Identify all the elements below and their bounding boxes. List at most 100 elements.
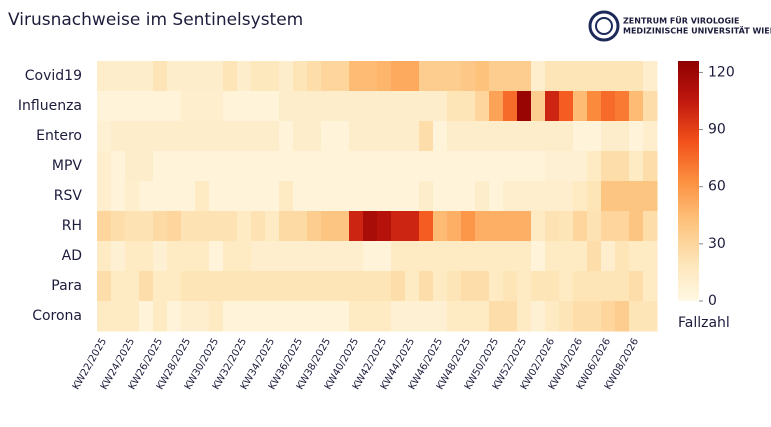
heatmap-cell xyxy=(629,91,644,122)
heatmap-cell xyxy=(321,151,336,182)
y-tick-label: Para xyxy=(51,278,82,294)
heatmap-cell xyxy=(335,181,350,212)
heatmap-cell xyxy=(97,61,112,92)
heatmap-cell xyxy=(629,241,644,272)
heatmap-cell xyxy=(293,211,308,242)
heatmap-cell xyxy=(531,211,546,242)
heatmap-cell xyxy=(489,271,504,302)
heatmap-cell xyxy=(573,211,588,242)
heatmap-cell xyxy=(503,181,518,212)
heatmap-cell xyxy=(279,301,294,332)
heatmap-cell xyxy=(307,151,322,182)
heatmap-cell xyxy=(433,121,448,152)
heatmap-cell xyxy=(307,91,322,122)
heatmap-cell xyxy=(111,181,126,212)
heatmap-cell xyxy=(447,121,462,152)
heatmap-cell xyxy=(139,301,154,332)
heatmap-cell xyxy=(153,151,168,182)
heatmap-cell xyxy=(181,271,196,302)
heatmap-cell xyxy=(265,91,280,122)
heatmap-cell xyxy=(391,241,406,272)
heatmap-cell xyxy=(111,241,126,272)
heatmap-cell xyxy=(615,121,630,152)
heatmap-cell xyxy=(153,61,168,92)
heatmap-cell xyxy=(517,271,532,302)
heatmap-cell xyxy=(559,121,574,152)
heatmap-cell xyxy=(559,61,574,92)
heatmap-cell xyxy=(251,301,266,332)
heatmap-cell xyxy=(153,181,168,212)
heatmap-cell xyxy=(419,241,434,272)
heatmap-cell xyxy=(475,91,490,122)
heatmap-cell xyxy=(167,181,182,212)
heatmap-cell xyxy=(601,211,616,242)
heatmap-cell xyxy=(363,151,378,182)
heatmap-cell xyxy=(195,151,210,182)
heatmap-cell xyxy=(517,241,532,272)
heatmap-cell xyxy=(293,151,308,182)
heatmap-cell xyxy=(517,211,532,242)
heatmap-cell xyxy=(601,61,616,92)
heatmap-cell xyxy=(377,301,392,332)
heatmap-cell xyxy=(237,241,252,272)
heatmap-cell xyxy=(349,211,364,242)
heatmap-cell xyxy=(111,211,126,242)
heatmap-cell xyxy=(125,241,140,272)
heatmap-cell xyxy=(167,121,182,152)
heatmap-cell xyxy=(545,271,560,302)
heatmap-cell xyxy=(643,181,658,212)
heatmap-cell xyxy=(545,121,560,152)
heatmap-cell xyxy=(195,211,210,242)
heatmap-cell xyxy=(531,151,546,182)
heatmap-cell xyxy=(139,91,154,122)
heatmap-cell xyxy=(587,301,602,332)
heatmap-cell xyxy=(279,121,294,152)
heatmap-cell xyxy=(447,301,462,332)
heatmap-cell xyxy=(531,61,546,92)
heatmap-cell xyxy=(615,181,630,212)
y-tick-label: Covid19 xyxy=(25,68,82,84)
heatmap-cell xyxy=(601,241,616,272)
heatmap-cell xyxy=(223,61,238,92)
heatmap-cell xyxy=(139,241,154,272)
colorbar-tick-label: 120 xyxy=(708,64,735,80)
heatmap-cell xyxy=(349,91,364,122)
heatmap-cell xyxy=(447,181,462,212)
heatmap-cell xyxy=(363,241,378,272)
heatmap-cell xyxy=(223,151,238,182)
heatmap-cell xyxy=(433,241,448,272)
heatmap-cell xyxy=(629,121,644,152)
heatmap-cell xyxy=(167,241,182,272)
heatmap-cell xyxy=(391,151,406,182)
y-tick-label: RH xyxy=(62,218,82,234)
heatmap-cell xyxy=(615,61,630,92)
logo-text: MEDIZINISCHE UNIVERSITÄT WIEN xyxy=(623,26,771,36)
heatmap-cell xyxy=(447,271,462,302)
heatmap-cell xyxy=(405,301,420,332)
heatmap-cell xyxy=(349,121,364,152)
heatmap-cell xyxy=(503,151,518,182)
heatmap-cell xyxy=(643,301,658,332)
heatmap-cell xyxy=(377,271,392,302)
heatmap-cell xyxy=(573,91,588,122)
heatmap-cell xyxy=(517,121,532,152)
heatmap-cell xyxy=(167,91,182,122)
heatmap-cell xyxy=(489,211,504,242)
heatmap-cell xyxy=(265,241,280,272)
heatmap-cell xyxy=(461,61,476,92)
heatmap-cell xyxy=(405,271,420,302)
heatmap-cell xyxy=(153,211,168,242)
heatmap-cell xyxy=(97,241,112,272)
heatmap-cell xyxy=(97,271,112,302)
heatmap-cell xyxy=(335,241,350,272)
heatmap-cell xyxy=(503,211,518,242)
heatmap-cell xyxy=(209,91,224,122)
heatmap-cell xyxy=(251,121,266,152)
heatmap-cell xyxy=(237,151,252,182)
heatmap-cell xyxy=(643,91,658,122)
heatmap-cell xyxy=(279,151,294,182)
logo-emblem-inner xyxy=(595,17,613,35)
heatmap-cell xyxy=(181,121,196,152)
heatmap-cell xyxy=(265,151,280,182)
heatmap-cell xyxy=(419,61,434,92)
